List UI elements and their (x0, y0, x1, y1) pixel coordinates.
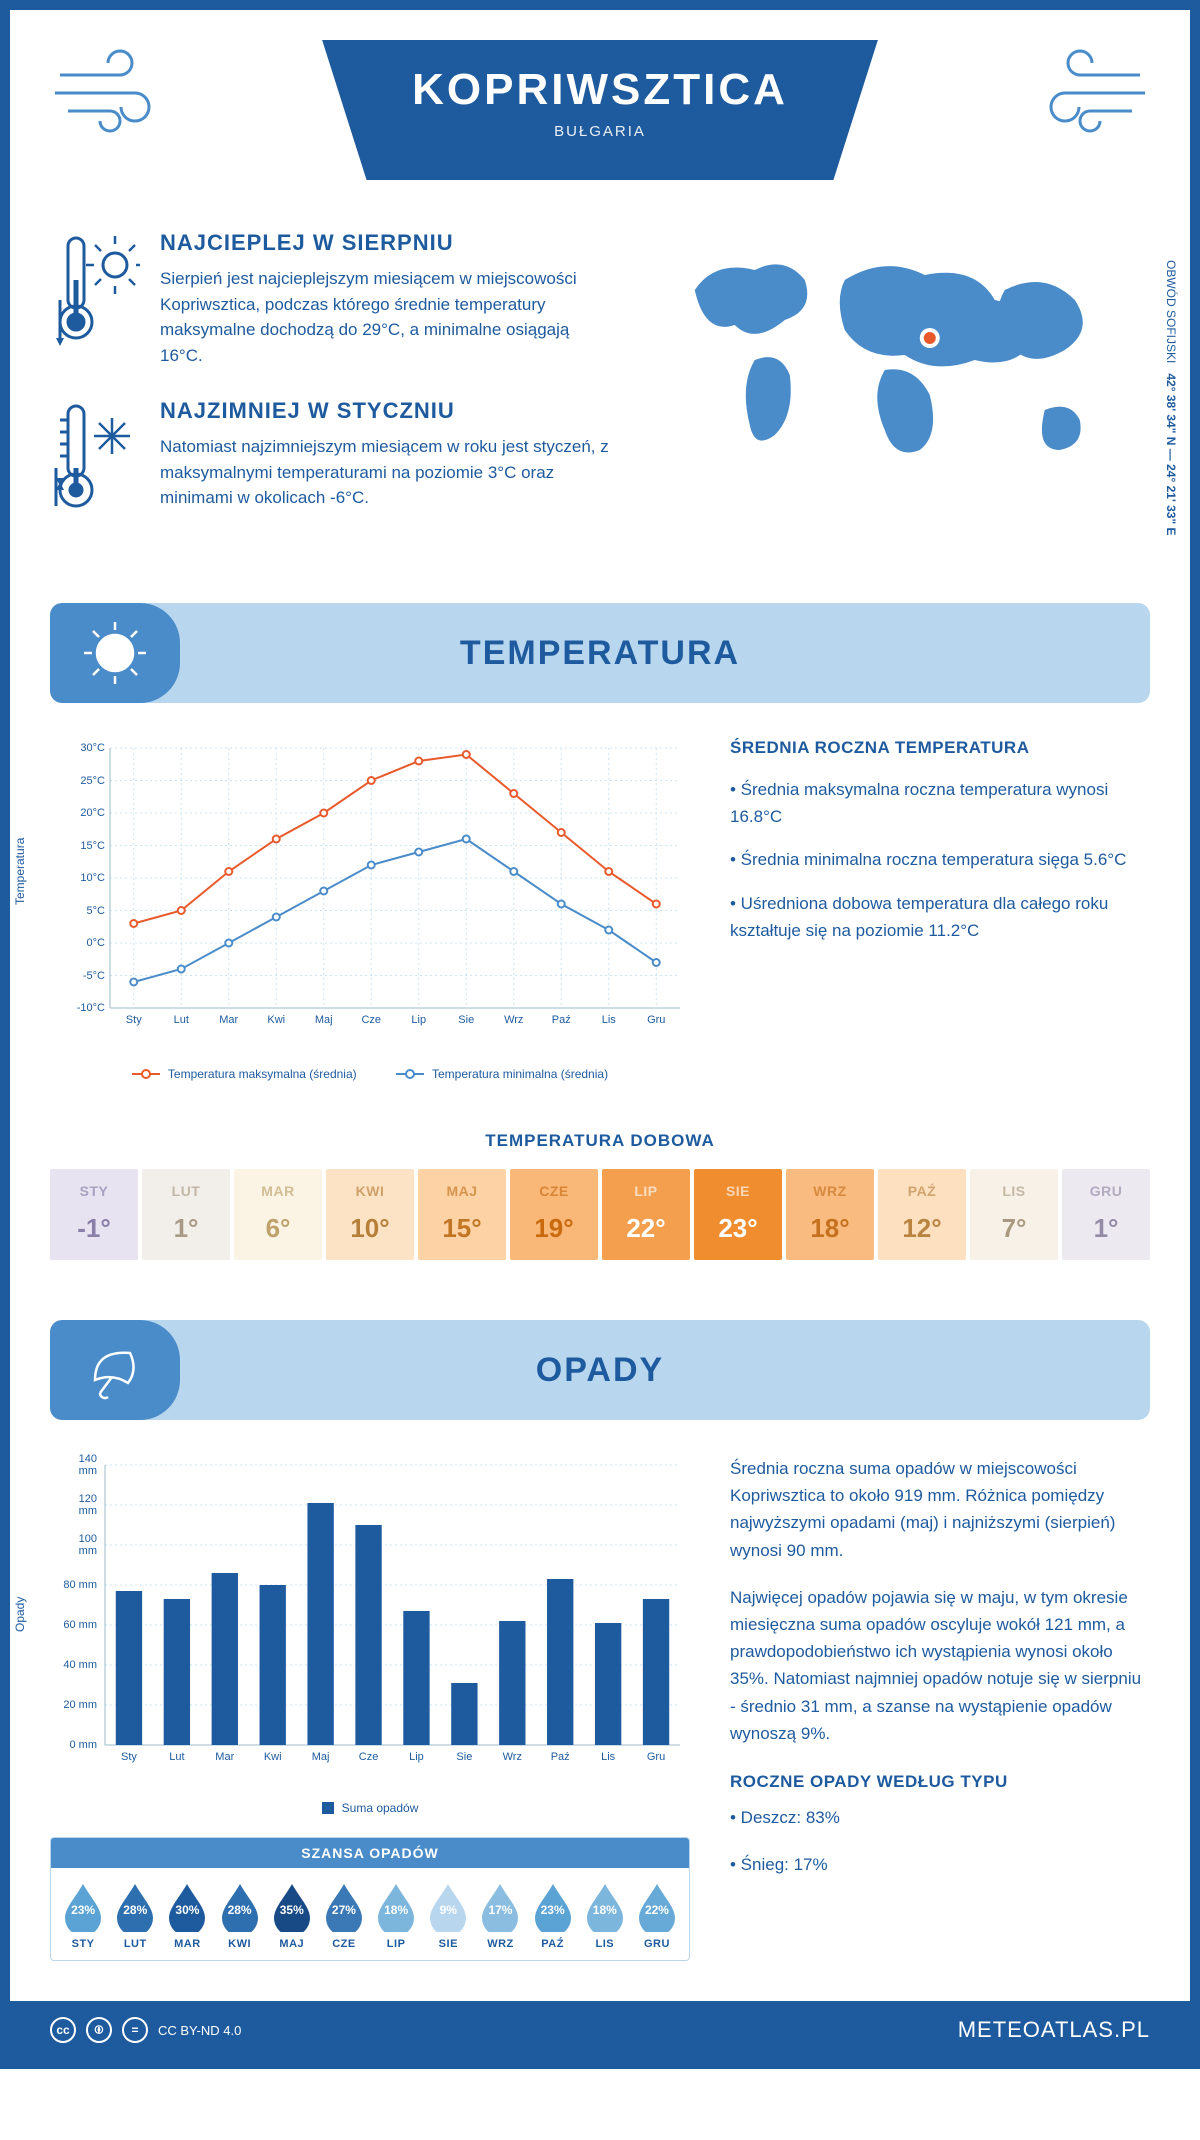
chance-cell: 18%LIP (370, 1882, 422, 1950)
chance-cell: 17%WRZ (474, 1882, 526, 1950)
chance-cell: 35%MAJ (266, 1882, 318, 1950)
precip-type-line: • Śnieg: 17% (730, 1851, 1150, 1878)
chance-cell: 28%KWI (214, 1882, 266, 1950)
chance-cell: 28%LUT (109, 1882, 161, 1950)
chance-cell: 27%CZE (318, 1882, 370, 1950)
chance-cell: 23%STY (57, 1882, 109, 1950)
license-text: CC BY-ND 4.0 (158, 2023, 241, 2038)
chance-cell: 30%MAR (161, 1882, 213, 1950)
cc-icon: cc (50, 2017, 76, 2043)
precipitation-text: Średnia roczna suma opadów w miejscowośc… (730, 1455, 1150, 1898)
fact-title: NAJCIEPLEJ W SIERPNIU (160, 230, 610, 256)
daily-cell: CZE19° (510, 1169, 598, 1260)
section-banner-temperature: TEMPERATURA (50, 603, 1150, 703)
summary-title: ŚREDNIA ROCZNA TEMPERATURA (730, 738, 1150, 758)
daily-cell: MAJ15° (418, 1169, 506, 1260)
region-label: OBWÓD SOFIJSKI (1164, 260, 1178, 363)
fact-warmest: NAJCIEPLEJ W SIERPNIU Sierpień jest najc… (50, 230, 610, 368)
chance-title: SZANSA OPADÓW (51, 1838, 689, 1868)
thermometer-snow-icon (50, 398, 140, 523)
chance-cell: 22%GRU (631, 1882, 683, 1950)
page: KOPRIWSZTICA BUŁGARIA (0, 0, 1200, 2069)
facts-column: NAJCIEPLEJ W SIERPNIU Sierpień jest najc… (50, 230, 610, 553)
longitude: 24° 21' 33" E (1164, 464, 1178, 535)
daily-cell: PAŹ12° (878, 1169, 966, 1260)
fact-text: Sierpień jest najcieplejszym miesiącem w… (160, 266, 610, 368)
sun-icon (50, 603, 180, 703)
legend-label: Temperatura minimalna (średnia) (432, 1067, 608, 1081)
world-map (640, 230, 1150, 490)
daily-cell: WRZ18° (786, 1169, 874, 1260)
header: KOPRIWSZTICA BUŁGARIA (50, 10, 1150, 230)
precip-type-title: ROCZNE OPADY WEDŁUG TYPU (730, 1772, 1150, 1792)
daily-cell: KWI10° (326, 1169, 414, 1260)
precip-type-line: • Deszcz: 83% (730, 1804, 1150, 1831)
temperature-row: -10°C-5°C0°C5°C10°C15°C20°C25°C30°CStyLu… (50, 738, 1150, 1081)
chance-cell: 23%PAŹ (527, 1882, 579, 1950)
daily-cell: STY-1° (50, 1169, 138, 1260)
summary-line: • Uśredniona dobowa temperatura dla całe… (730, 890, 1150, 944)
license-block: cc 🅯 = CC BY-ND 4.0 (50, 2017, 241, 2043)
fact-text: Natomiast najzimniejszym miesiącem w rok… (160, 434, 610, 511)
summary-line: • Średnia minimalna roczna temperatura s… (730, 846, 1150, 873)
daily-temp-title: TEMPERATURA DOBOWA (50, 1131, 1150, 1151)
umbrella-icon (50, 1320, 180, 1420)
chart-legend: Temperatura maksymalna (średnia) Tempera… (50, 1064, 690, 1081)
map-column: OBWÓD SOFIJSKI 42° 38' 34" N — 24° 21' 3… (640, 230, 1150, 553)
daily-cell: LIP22° (602, 1169, 690, 1260)
precip-paragraph: Najwięcej opadów pojawia się w maju, w t… (730, 1584, 1150, 1747)
site-name: METEOATLAS.PL (958, 2017, 1150, 2043)
latitude: 42° 38' 34" N (1164, 373, 1178, 445)
bar-legend: Suma opadów (50, 1801, 690, 1817)
footer: cc 🅯 = CC BY-ND 4.0 METEOATLAS.PL (10, 2001, 1190, 2059)
legend-label: Suma opadów (342, 1801, 419, 1815)
daily-cell: LIS7° (970, 1169, 1058, 1260)
section-banner-precipitation: OPADY (50, 1320, 1150, 1420)
daily-cell: MAR6° (234, 1169, 322, 1260)
nd-icon: = (122, 2017, 148, 2043)
thermometer-sun-icon (50, 230, 140, 368)
precip-paragraph: Średnia roczna suma opadów w miejscowośc… (730, 1455, 1150, 1564)
fact-coldest: NAJZIMNIEJ W STYCZNIU Natomiast najzimni… (50, 398, 610, 523)
precipitation-bar-chart: 0 mm20 mm40 mm60 mm80 mm100 mm120 mm140 … (50, 1455, 690, 1795)
wind-icon (1030, 45, 1150, 135)
summary-line: • Średnia maksymalna roczna temperatura … (730, 776, 1150, 830)
daily-cell: GRU1° (1062, 1169, 1150, 1260)
daily-cell: SIE23° (694, 1169, 782, 1260)
temperature-summary: ŚREDNIA ROCZNA TEMPERATURA • Średnia mak… (730, 738, 1150, 1081)
chance-cell: 9%SIE (422, 1882, 474, 1950)
country-name: BUŁGARIA (412, 123, 788, 140)
intro-section: NAJCIEPLEJ W SIERPNIU Sierpień jest najc… (50, 230, 1150, 553)
title-banner: KOPRIWSZTICA BUŁGARIA (322, 40, 878, 180)
precipitation-chance-box: SZANSA OPADÓW 23%STY28%LUT30%MAR28%KWI35… (50, 1837, 690, 1961)
section-title: OPADY (180, 1351, 1150, 1390)
city-name: KOPRIWSZTICA (412, 65, 788, 115)
section-title: TEMPERATURA (180, 634, 1150, 673)
temperature-line-chart: -10°C-5°C0°C5°C10°C15°C20°C25°C30°CStyLu… (50, 738, 690, 1081)
legend-label: Temperatura maksymalna (średnia) (168, 1067, 357, 1081)
chance-cell: 18%LIS (579, 1882, 631, 1950)
wind-icon (50, 45, 170, 135)
daily-cell: LUT1° (142, 1169, 230, 1260)
precipitation-left: 0 mm20 mm40 mm60 mm80 mm100 mm120 mm140 … (50, 1455, 690, 1961)
daily-temperature-strip: STY-1°LUT1°MAR6°KWI10°MAJ15°CZE19°LIP22°… (50, 1169, 1150, 1260)
precipitation-row: 0 mm20 mm40 mm60 mm80 mm100 mm120 mm140 … (50, 1455, 1150, 1961)
coordinates: OBWÓD SOFIJSKI 42° 38' 34" N — 24° 21' 3… (1164, 260, 1178, 536)
by-icon: 🅯 (86, 2017, 112, 2043)
fact-title: NAJZIMNIEJ W STYCZNIU (160, 398, 610, 424)
